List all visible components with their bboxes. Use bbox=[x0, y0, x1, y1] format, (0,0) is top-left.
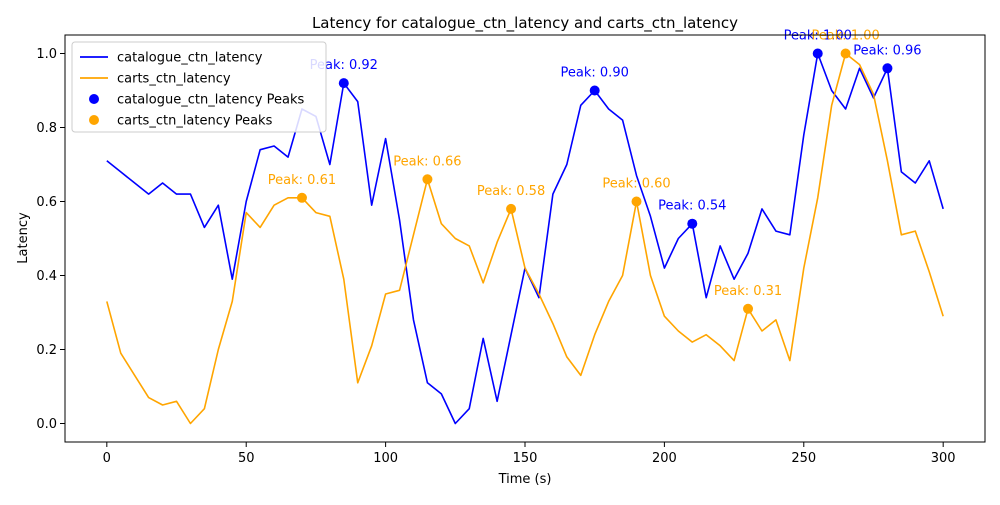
x-tick-label: 50 bbox=[238, 451, 255, 466]
series-line-carts_ctn_latency bbox=[106, 52, 944, 425]
x-tick-label: 150 bbox=[513, 451, 538, 466]
x-tick-label: 0 bbox=[103, 451, 111, 466]
peak-marker bbox=[631, 196, 642, 207]
chart-title: Latency for catalogue_ctn_latency and ca… bbox=[312, 14, 738, 33]
x-axis: 0 50 100 150 200 250 300 bbox=[103, 442, 956, 466]
peak-label: Peak: 1.00 bbox=[784, 29, 852, 44]
x-tick-label: 250 bbox=[791, 451, 816, 466]
y-tick-label: 0.0 bbox=[36, 417, 57, 432]
x-tick-label: 200 bbox=[652, 451, 677, 466]
peak-label: Peak: 1.00 bbox=[811, 29, 879, 44]
plot-markers bbox=[296, 48, 893, 314]
peak-marker bbox=[338, 78, 349, 89]
legend-marker-swatch bbox=[89, 115, 99, 125]
peak-marker bbox=[743, 303, 754, 314]
y-axis-label: Latency bbox=[16, 212, 31, 264]
peak-label: Peak: 0.92 bbox=[310, 58, 378, 73]
legend-label: catalogue_ctn_latency bbox=[117, 51, 263, 66]
peak-label: Peak: 0.96 bbox=[853, 43, 921, 58]
peak-label: Peak: 0.31 bbox=[714, 284, 782, 299]
plot-lines bbox=[106, 52, 944, 425]
legend-label: carts_ctn_latency bbox=[117, 72, 231, 87]
x-tick-label: 300 bbox=[931, 451, 956, 466]
y-tick-label: 0.8 bbox=[36, 121, 57, 136]
peak-labels: Peak: 0.92 Peak: 0.90 Peak: 0.54 Peak: 1.00… bbox=[268, 29, 922, 299]
peak-label: Peak: 0.66 bbox=[393, 154, 461, 169]
peak-marker bbox=[840, 48, 851, 59]
legend-box bbox=[71, 41, 327, 133]
peak-label: Peak: 0.61 bbox=[268, 173, 336, 188]
legend-label: catalogue_ctn_latency Peaks bbox=[117, 93, 304, 108]
y-axis: 0.0 0.2 0.4 0.6 0.8 1.0 bbox=[36, 47, 65, 432]
peak-label: Peak: 0.90 bbox=[561, 66, 629, 81]
peak-marker bbox=[589, 85, 600, 96]
peak-label: Peak: 0.60 bbox=[602, 177, 670, 192]
peak-marker bbox=[812, 48, 823, 59]
legend-marker-swatch bbox=[89, 94, 99, 104]
legend: catalogue_ctn_latency carts_ctn_latencyca… bbox=[71, 41, 327, 133]
legend-label: carts_ctn_latency Peaks bbox=[117, 114, 273, 129]
y-tick-label: 0.2 bbox=[36, 343, 57, 358]
x-tick-label: 100 bbox=[373, 451, 398, 466]
y-tick-label: 0.4 bbox=[36, 269, 57, 284]
y-tick-label: 1.0 bbox=[36, 47, 57, 62]
peak-marker bbox=[296, 192, 307, 203]
peak-marker bbox=[506, 203, 517, 214]
peak-marker bbox=[422, 174, 433, 185]
x-axis-label: Time (s) bbox=[498, 472, 552, 487]
peak-label: Peak: 0.54 bbox=[658, 199, 726, 214]
y-tick-label: 0.6 bbox=[36, 195, 57, 210]
peak-marker bbox=[882, 63, 893, 74]
peak-label: Peak: 0.58 bbox=[477, 184, 545, 199]
peak-marker bbox=[687, 218, 698, 229]
